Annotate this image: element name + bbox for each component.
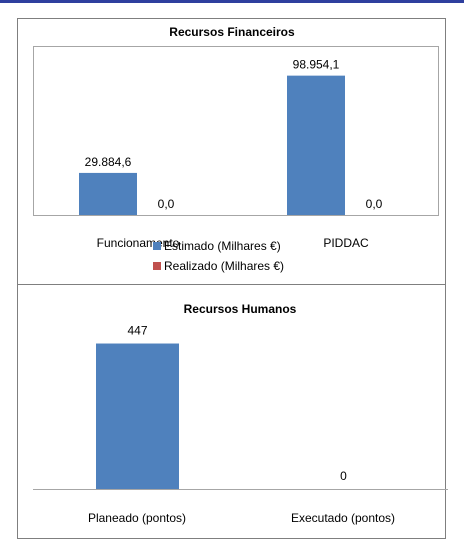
- plot-area-humanos: 447 0: [33, 324, 448, 490]
- legend-financeiros: Estimado (Milhares €) Realizado (Milhare…: [153, 239, 284, 273]
- legend-label-estimado: Estimado (Milhares €): [164, 239, 281, 253]
- plot-border-financeiros: [33, 46, 439, 216]
- bar-estimado-funcionamento: [79, 172, 137, 215]
- legend-swatch-estimado: [153, 242, 161, 250]
- data-label-estimado-piddac: 98.954,1: [293, 58, 340, 72]
- data-label-executado: 0: [340, 469, 347, 483]
- data-label-realizado-piddac: 0,0: [366, 197, 383, 211]
- legend-label-realizado: Realizado (Milhares €): [164, 259, 284, 273]
- bar-estimado-piddac: [287, 75, 345, 215]
- data-label-planeado: 447: [127, 324, 147, 338]
- chart-frame-financeiros: [17, 18, 446, 285]
- legend-swatch-realizado: [153, 262, 161, 270]
- x-tick-planeado: Planeado (pontos): [88, 511, 186, 525]
- chart-title-financeiros: Recursos Financeiros: [169, 25, 295, 39]
- data-label-realizado-funcionamento: 0,0: [158, 197, 175, 211]
- plot-area-financeiros: 29.884,6 98.954,1 0,0 0,0: [33, 46, 439, 216]
- x-tick-piddac: PIDDAC: [323, 236, 369, 250]
- top-rule: [0, 0, 464, 3]
- bar-planeado: [96, 343, 179, 489]
- chart-frame-humanos: [17, 284, 446, 539]
- data-label-estimado-funcionamento: 29.884,6: [85, 155, 132, 169]
- chart-title-humanos: Recursos Humanos: [184, 302, 297, 316]
- x-tick-executado: Executado (pontos): [291, 511, 395, 525]
